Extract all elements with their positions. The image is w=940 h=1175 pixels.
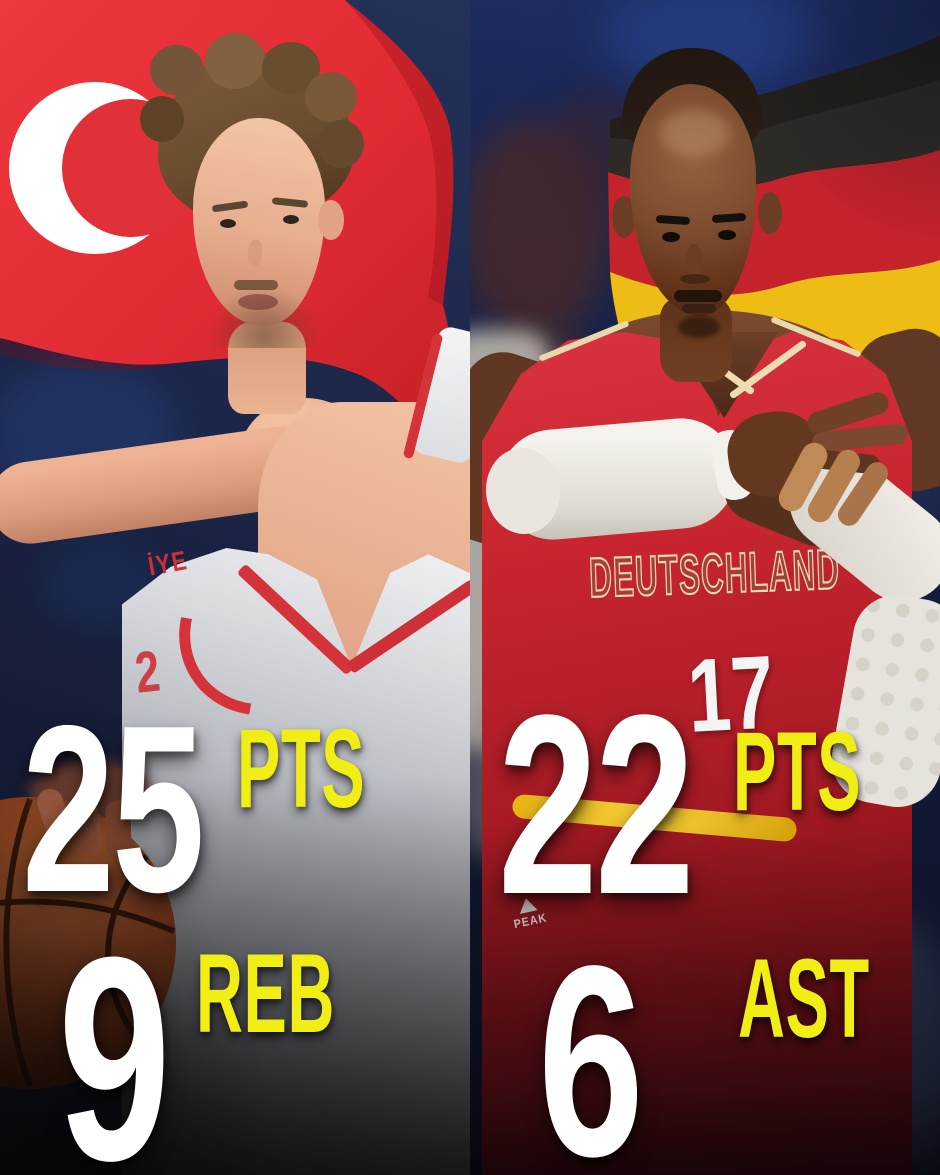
nostril-shadow [680,274,710,284]
forehead-shine [660,110,730,156]
jersey-team-name: DEUTSCHLAND [587,536,842,609]
beard-shading [206,286,322,348]
player-right-ear [758,192,782,234]
stat-label-points-left: PTS [237,706,366,831]
nose [686,244,702,278]
stat-label-points-right: PTS [733,709,862,834]
left-player-panel: İYE 2 25 PTS 9 [0,0,470,1175]
hair-curl [305,72,357,122]
eye [662,232,680,242]
hair-curl [318,120,364,168]
stat-label-assists-right: AST [738,936,870,1061]
stat-value-assists-right: 6 [538,909,644,1175]
hair-curl [150,45,204,95]
hair-curl [140,96,184,142]
eye [283,215,299,224]
eye [220,219,236,228]
player-left-ear [318,200,344,240]
eye [718,230,736,240]
hair-curl [205,33,265,89]
right-player-panel: DEUTSCHLAND 17 PEAK [470,0,940,1175]
chin-beard [678,316,720,338]
stat-label-rebounds-left: REB [196,931,336,1056]
stat-value-points-right: 22 [498,662,695,948]
stat-value-points-left: 25 [22,677,205,942]
stat-value-rebounds-left: 9 [58,897,171,1175]
mouth [682,304,716,313]
mustache [674,290,722,302]
